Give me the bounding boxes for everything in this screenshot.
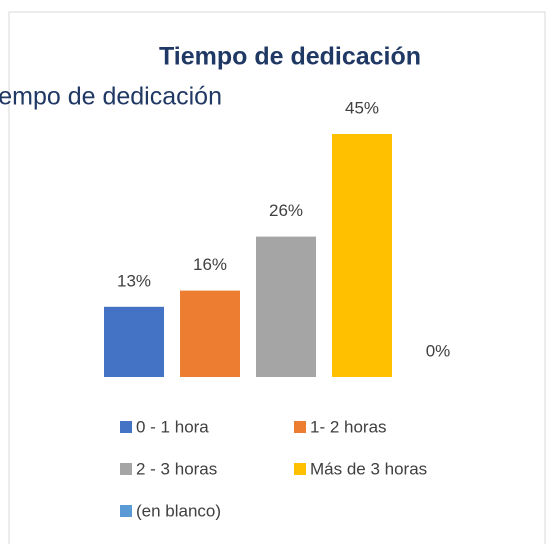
data-label: 0% [426,341,451,360]
legend-swatch [120,505,132,517]
legend-label: (en blanco) [136,501,221,520]
legend-label: 0 - 1 hora [136,417,209,436]
legend-swatch [120,421,132,433]
data-label: 26% [269,201,303,220]
legend-swatch [294,421,306,433]
chart-title: Tiempo de dedicación [159,43,421,71]
legend-swatch [120,463,132,475]
bar [104,306,164,377]
legend-swatch [294,463,306,475]
bar [180,290,240,377]
data-label: 16% [193,255,227,274]
data-label: 13% [117,271,151,290]
legend-label: 2 - 3 horas [136,459,217,478]
data-label: 45% [345,98,379,117]
legend-label: 1- 2 horas [310,417,387,436]
background-title: Tiempo de dedicación [0,83,222,111]
legend-label: Más de 3 horas [310,459,427,478]
bar [256,236,316,377]
bar [332,134,392,377]
